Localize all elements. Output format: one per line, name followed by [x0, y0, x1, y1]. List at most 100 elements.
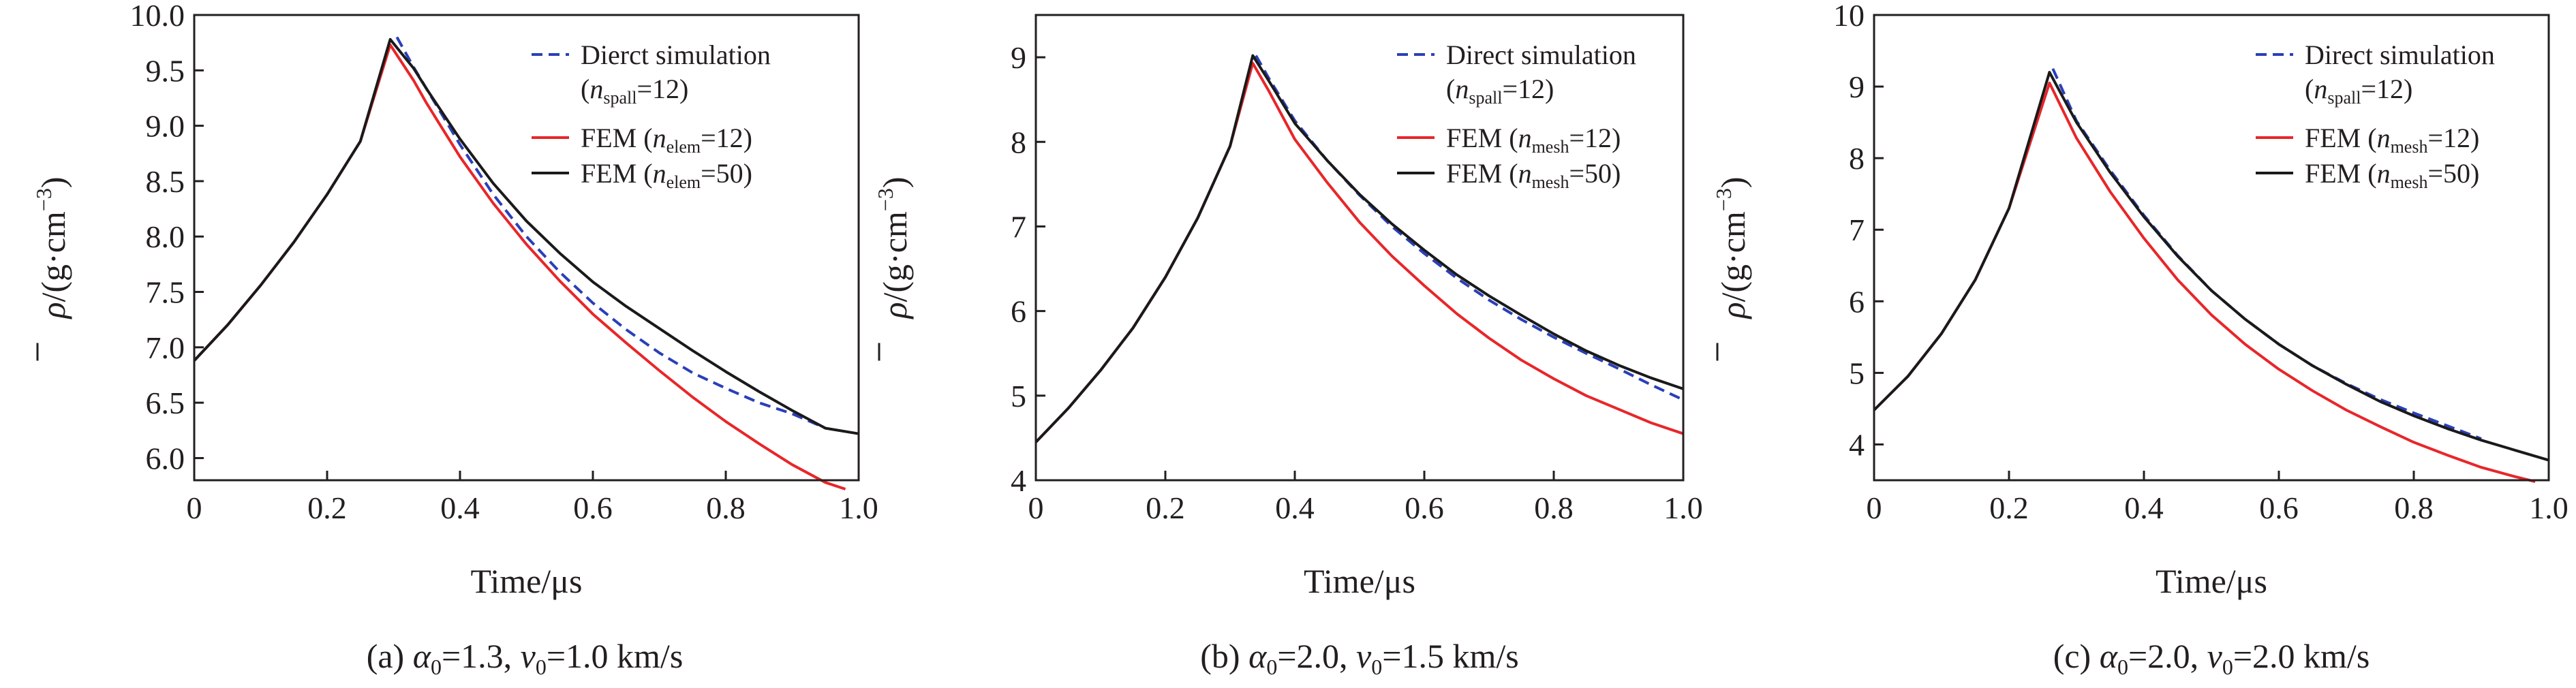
subscript: 0	[2222, 655, 2233, 679]
text-span: )	[876, 177, 914, 189]
y-axis-label: ρ/(g·cm−3)	[1711, 177, 1752, 320]
subscript: spall	[1469, 88, 1502, 108]
text-span: FEM (	[581, 123, 653, 153]
text-span: =1.3,	[442, 637, 521, 675]
text-span: (	[581, 74, 589, 104]
chart-panel-1: 0 0.2 0.4 0.6 0.8 1.0 6.0 6.5 7.0 7.5 8.0 8.5 9.0 9.5…	[31, 0, 878, 679]
x-tick-label: 0	[187, 490, 202, 525]
x-tick-label: 0.4	[440, 490, 480, 525]
legend-label: FEM (nmesh=12)	[1446, 123, 1621, 157]
x-tick-label: 1.0	[1663, 490, 1703, 525]
y-tick-label: 9	[1011, 40, 1026, 75]
subscript: 0	[1371, 655, 1382, 679]
subscript: mesh	[1532, 172, 1569, 192]
y-tick-label: 9.0	[146, 109, 185, 144]
var-n: n	[2377, 123, 2391, 153]
text-span: FEM (	[2305, 158, 2377, 189]
text-span: /(g·cm	[1714, 211, 1752, 302]
chart-panel-3: 0 0.2 0.4 0.6 0.8 1.0 4 5 6 7 8 9 10 Time/μs ρ/(g·cm−3…	[1711, 0, 2569, 679]
var-n: n	[2314, 74, 2327, 104]
series-line-direct	[2051, 67, 2482, 440]
y-tick-label: 4	[1011, 463, 1026, 498]
legend-label: FEM (nelem=50)	[581, 158, 752, 192]
subscript: spall	[603, 88, 637, 108]
text-span: =12)	[1569, 123, 1621, 153]
subscript: 0	[1266, 655, 1277, 679]
x-tick-label: 0.4	[2124, 490, 2164, 525]
series-line-fem_coarse	[193, 43, 846, 490]
subscript: elem	[666, 172, 701, 192]
panel-caption: (a) α0=1.3, v0=1.0 km/s	[367, 637, 684, 679]
x-tick-label: 0.6	[2259, 490, 2299, 525]
panel-caption: (c) α0=2.0, v0=2.0 km/s	[2053, 637, 2370, 679]
y-tick-label: 7.0	[146, 330, 185, 365]
y-tick-label: 6.5	[146, 386, 185, 420]
panel-caption: (b) α0=2.0, v0=1.5 km/s	[1200, 637, 1518, 679]
text-span: (	[2305, 74, 2314, 104]
rho-symbol: ρ	[34, 302, 72, 319]
var-v: v	[521, 637, 536, 675]
var-alpha: α	[2100, 637, 2119, 675]
text-span: =2.0 km/s	[2233, 637, 2370, 675]
var-v: v	[2207, 637, 2223, 675]
rho-symbol: ρ	[1714, 302, 1752, 319]
var-n: n	[589, 74, 603, 104]
subscript: mesh	[2391, 137, 2428, 157]
var-n: n	[1518, 158, 1532, 189]
plot-frame	[193, 14, 860, 482]
y-tick-label: 4	[1849, 427, 1865, 462]
x-tick-label: 0	[1028, 490, 1044, 525]
chart-panel-2: 0 0.2 0.4 0.6 0.8 1.0 4 5 6 7 8 9 Time/μs ρ/(g·cm−3) D…	[873, 14, 1703, 679]
y-tick-label: 10	[1833, 0, 1865, 33]
var-n: n	[2377, 158, 2391, 189]
series-line-fem_fine	[193, 37, 859, 435]
text-span: =1.5 km/s	[1382, 637, 1518, 675]
text-span: =50)	[1569, 158, 1621, 189]
x-tick-label: 1.0	[839, 490, 878, 525]
subscript: mesh	[2391, 172, 2428, 192]
subscript: elem	[666, 137, 701, 157]
subscript: mesh	[1532, 137, 1569, 157]
x-tick-label: 0.2	[307, 490, 347, 525]
text-span: (b)	[1200, 637, 1248, 675]
x-tick-label: 0.6	[573, 490, 613, 525]
legend-label-param: (nspall=12)	[2305, 74, 2412, 108]
plot-frame	[1873, 14, 2550, 482]
x-tick-label: 0.6	[1405, 490, 1444, 525]
text-span: =12)	[701, 123, 752, 153]
text-span: =1.0 km/s	[547, 637, 683, 675]
var-n: n	[653, 123, 666, 153]
y-tick-label: 8.5	[146, 164, 185, 199]
legend: Direct simulation(nspall=12)FEM (nmesh=1…	[1397, 40, 1636, 192]
x-tick-label: 0.8	[1534, 490, 1574, 525]
text-span: =50)	[2427, 158, 2479, 189]
y-tick-label: 9	[1849, 69, 1865, 104]
series-line-direct	[395, 36, 827, 430]
subscript: spall	[2327, 88, 2361, 108]
y-tick-label: 8.0	[146, 219, 185, 254]
x-tick-label: 0.4	[1275, 490, 1315, 525]
var-v: v	[1356, 637, 1372, 675]
text-span: =2.0,	[2128, 637, 2207, 675]
x-axis-label: Time/μs	[2156, 562, 2267, 600]
y-axis-label: ρ/(g·cm−3)	[873, 177, 914, 320]
y-tick-label: 6	[1849, 284, 1865, 319]
x-tick-label: 0	[1867, 490, 1882, 525]
subscript: 0	[536, 655, 547, 679]
var-alpha: α	[1248, 637, 1268, 675]
y-tick-label: 5	[1849, 356, 1865, 390]
y-tick-label: 8	[1011, 125, 1026, 159]
var-n: n	[1455, 74, 1469, 104]
var-n: n	[1518, 123, 1532, 153]
legend-label: FEM (nmesh=50)	[1446, 158, 1621, 192]
y-tick-label: 9.5	[146, 53, 185, 88]
text-span: =12)	[2361, 74, 2412, 104]
series-line-fem_fine	[1873, 71, 2549, 462]
subscript: 0	[431, 655, 442, 679]
y-tick-label: 6	[1011, 294, 1026, 329]
legend-label-param: (nspall=12)	[581, 74, 688, 108]
y-tick-label: 7.5	[146, 275, 185, 310]
var-alpha: α	[413, 637, 432, 675]
text-span: =12)	[1502, 74, 1554, 104]
